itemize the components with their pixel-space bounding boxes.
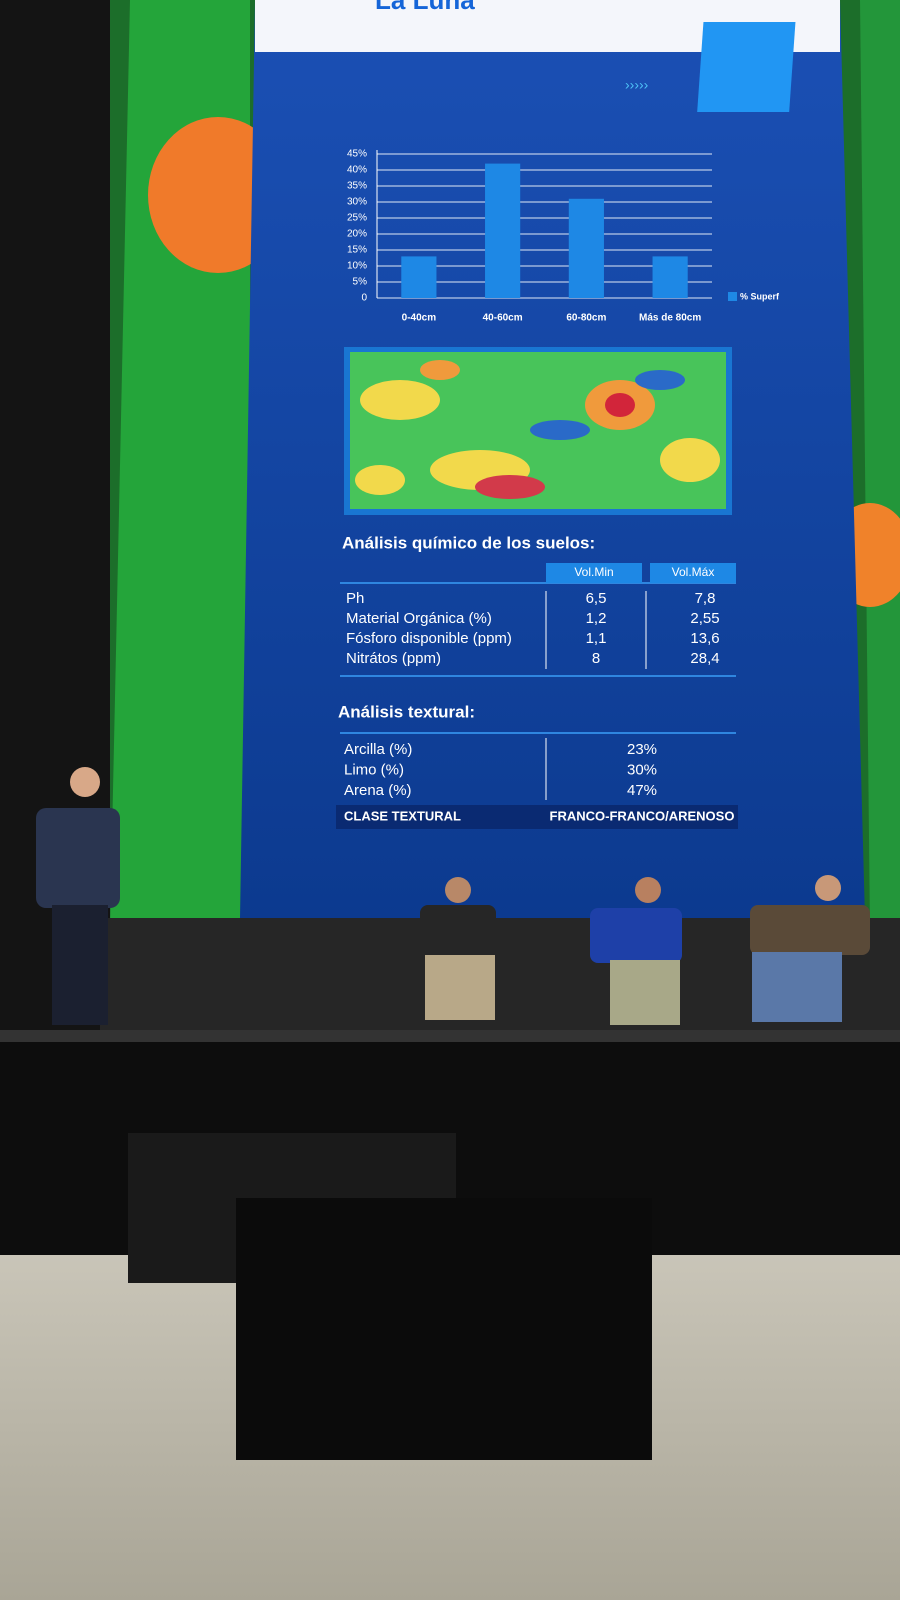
- table-value: 1,1: [586, 630, 607, 647]
- stage-edge: [0, 1030, 900, 1042]
- table-value: 28,4: [690, 650, 719, 667]
- bar: [485, 163, 521, 298]
- row-label: Arcilla (%): [344, 741, 412, 758]
- y-tick-label: 15%: [347, 245, 367, 256]
- soil-map-blobs: [355, 360, 720, 499]
- section-title: Análisis químico de los suelos:: [342, 533, 595, 552]
- y-tick-label: 5%: [353, 277, 368, 288]
- class-label: CLASE TEXTURAL: [344, 808, 461, 823]
- section-title: Análisis textural:: [338, 702, 475, 721]
- table-value: 1,2: [586, 610, 607, 627]
- legend-swatch: [728, 292, 737, 301]
- table-value: 47%: [627, 782, 657, 799]
- column-header: Vol.Min: [574, 565, 613, 579]
- bar: [652, 256, 688, 298]
- x-tick-label: Más de 80cm: [639, 313, 701, 324]
- chevrons: ›››››: [625, 77, 649, 93]
- monitor: [236, 1198, 652, 1460]
- column-header: Vol.Máx: [672, 565, 715, 579]
- y-tick-label: 20%: [347, 229, 367, 240]
- header-cell: [650, 563, 736, 583]
- row-label: Ph: [346, 590, 364, 607]
- table-value: 7,8: [695, 590, 716, 607]
- table-value: 2,55: [690, 610, 719, 627]
- table-value: 30%: [627, 761, 657, 778]
- table-value: 6,5: [586, 590, 607, 607]
- row-label: Arena (%): [344, 782, 412, 799]
- y-tick-label: 45%: [347, 149, 367, 160]
- row-label: Nitrátos (ppm): [346, 650, 441, 667]
- y-tick-label: 0: [361, 293, 367, 304]
- x-tick-label: 40-60cm: [483, 313, 523, 324]
- x-tick-label: 0-40cm: [402, 313, 437, 324]
- row-label: Limo (%): [344, 761, 404, 778]
- bar: [568, 198, 604, 298]
- class-bar: [336, 805, 738, 829]
- map-icon: [697, 22, 796, 112]
- people: [36, 767, 870, 1025]
- table-value: 8: [592, 650, 600, 667]
- header-cell: [546, 563, 642, 583]
- y-tick-label: 30%: [347, 197, 367, 208]
- slide-title: La Luna: [375, 0, 475, 15]
- row-label: Fósforo disponible (ppm): [346, 630, 512, 647]
- table-value: 23%: [627, 741, 657, 758]
- bar: [401, 256, 437, 298]
- row-label: Material Orgánica (%): [346, 610, 492, 627]
- table-value: 13,6: [690, 630, 719, 647]
- legend-label: % Superf: [740, 291, 780, 301]
- x-tick-label: 60-80cm: [566, 313, 606, 324]
- leaf: [860, 0, 900, 930]
- class-value: FRANCO-FRANCO/ARENOSO: [550, 808, 735, 823]
- y-tick-label: 25%: [347, 213, 367, 224]
- y-tick-label: 10%: [347, 261, 367, 272]
- y-tick-label: 40%: [347, 165, 367, 176]
- y-tick-label: 35%: [347, 181, 367, 192]
